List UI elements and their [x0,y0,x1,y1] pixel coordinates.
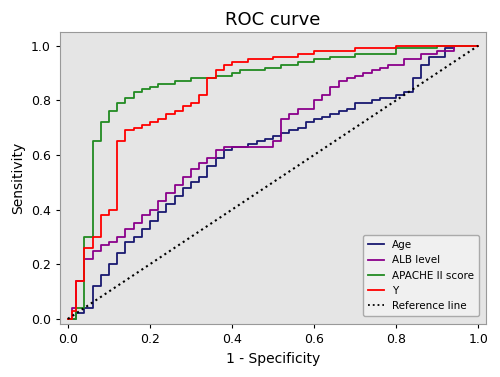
X-axis label: 1 - Specificity: 1 - Specificity [226,352,320,366]
Y-axis label: Sensitivity: Sensitivity [11,142,25,214]
Title: ROC curve: ROC curve [226,11,320,29]
Legend: Age, ALB level, APACHE II score, Y, Reference line: Age, ALB level, APACHE II score, Y, Refe… [362,235,479,316]
